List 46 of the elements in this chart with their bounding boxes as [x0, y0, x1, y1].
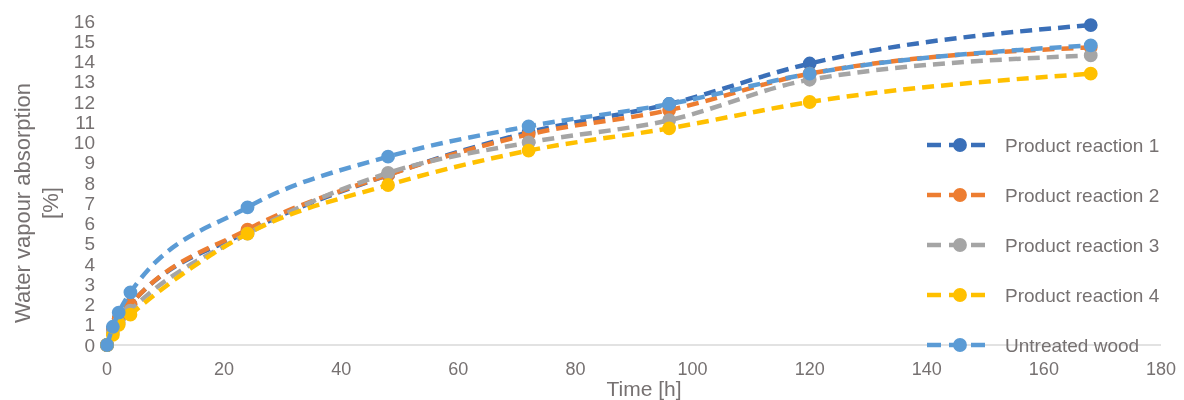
y-tick-label: 4: [84, 253, 96, 275]
y-tick-label: 14: [73, 51, 96, 73]
legend-label: Product reaction 2: [1005, 184, 1160, 206]
y-tick-label: 6: [84, 213, 95, 235]
point: [381, 149, 395, 164]
point: [521, 119, 536, 134]
y-tick-label: 3: [84, 273, 95, 295]
legend-label: Product reaction 1: [1005, 134, 1160, 156]
y-tick-label: 16: [73, 10, 95, 32]
y-tick-label: 12: [73, 91, 95, 113]
point: [381, 178, 395, 192]
x-tick-label: 140: [911, 359, 942, 379]
point: [111, 305, 126, 320]
y-tick-label: 10: [73, 132, 95, 154]
legend-label: Untreated wood: [1005, 334, 1140, 356]
y-tick-label: 9: [84, 152, 95, 174]
y-tick-label: 0: [84, 334, 95, 356]
y-tick-label: 15: [73, 30, 95, 52]
point: [123, 307, 138, 322]
y-tick-label: 13: [73, 71, 95, 93]
point: [802, 95, 817, 109]
legend-label: Product reaction 3: [1005, 234, 1160, 256]
point: [521, 143, 536, 158]
point: [240, 200, 255, 215]
x-tick-label: 60: [448, 359, 469, 379]
y-axis-title: Water vapour absorption [%]: [10, 82, 63, 324]
point: [1083, 66, 1098, 81]
x-tick-label: 180: [1145, 359, 1177, 379]
point: [1083, 18, 1098, 32]
x-tick-label: 160: [1028, 359, 1059, 379]
x-tick-label: 100: [677, 359, 708, 379]
y-tick-label: 2: [84, 294, 95, 316]
y-tick-label: 8: [84, 172, 95, 194]
y-tick-label: 5: [84, 233, 95, 255]
x-tick-label: 120: [794, 359, 825, 379]
y-tick-label: 1: [84, 314, 95, 336]
y-tick-label: 11: [75, 111, 95, 133]
x-tick-label: 80: [565, 359, 586, 379]
x-tick-label: 0: [101, 359, 113, 379]
point: [662, 121, 677, 136]
x-tick-label: 20: [214, 359, 235, 379]
point: [123, 285, 138, 300]
legend-label: Product reaction 4: [1005, 284, 1160, 306]
x-axis-title: Time [h]: [606, 377, 682, 400]
y-tick-label: 7: [84, 192, 95, 214]
x-tick-label: 40: [331, 359, 352, 379]
